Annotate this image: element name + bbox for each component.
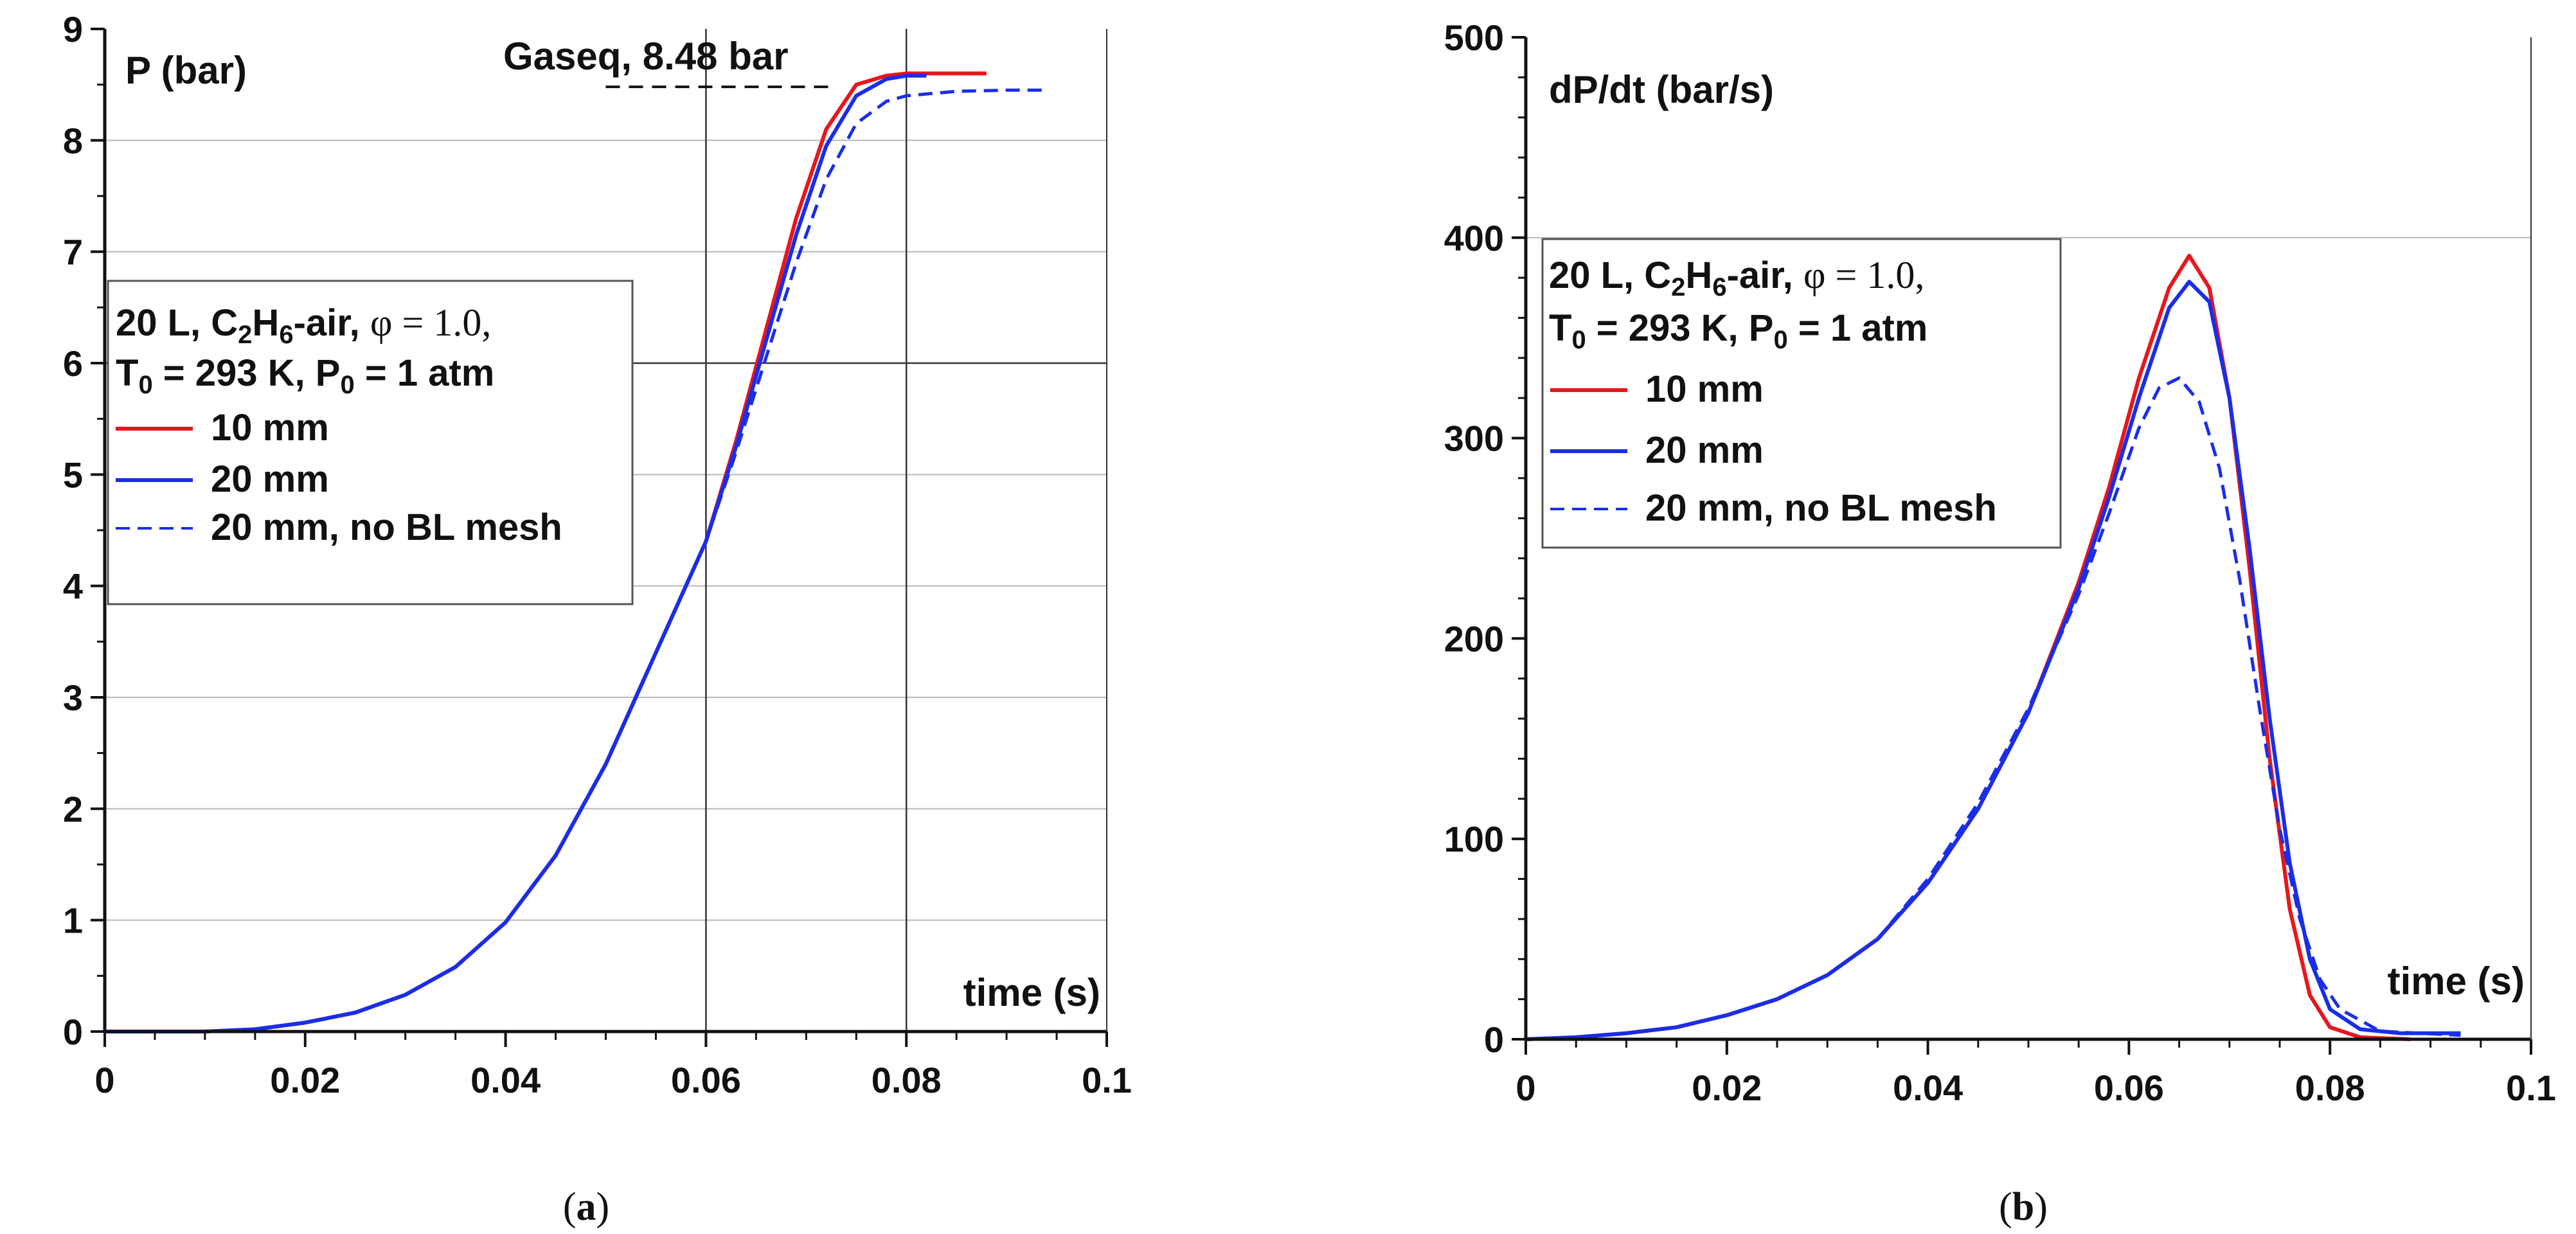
y-tick-label: 1 xyxy=(63,900,83,941)
y-tick-label: 8 xyxy=(63,120,83,161)
panel-a: 0 1 2 3 4 5 6 7 8 9 0 0.02 0.04 0.06 0.08 0.1 Gaseq, 8.… xyxy=(63,9,1132,1229)
y-tick-label: 500 xyxy=(1444,17,1504,58)
panel-b-legend-conditions: T0 = 293 K, P0 = 1 atm xyxy=(1549,307,1928,354)
x-tick-label: 0.1 xyxy=(1082,1060,1132,1100)
legend-mixture-sub1: 2 xyxy=(1671,273,1685,301)
panel-a-caption-letter: a xyxy=(577,1185,596,1229)
legend-cond-s1: 0 xyxy=(1571,326,1586,354)
panel-a-legend-conditions: T0 = 293 K, P0 = 1 atm xyxy=(116,352,494,399)
legend-cond-p2: = 293 K, P xyxy=(153,352,341,394)
panel-a-legend-box xyxy=(107,280,634,605)
legend-cond-s2: 0 xyxy=(1773,326,1787,354)
panel-a-frame xyxy=(91,28,1108,1047)
panel-a-legend-mixture: 20 L, C2H6-air, φ = 1.0, xyxy=(116,301,491,349)
legend-label-2: 20 mm xyxy=(1645,429,1764,471)
legend-label-3: 20 mm, no BL mesh xyxy=(1645,487,1997,529)
legend-cond-s2: 0 xyxy=(340,371,354,399)
panel-a-series xyxy=(105,71,1047,1033)
y-tick-label: 0 xyxy=(1484,1019,1504,1060)
x-tick-label: 0.1 xyxy=(2506,1068,2556,1108)
legend-cond-p2: = 293 K, P xyxy=(1586,307,1774,349)
legend-mixture-suffix: -air, xyxy=(294,302,370,344)
panel-b-ylabel: dP/dt (bar/s) xyxy=(1549,68,1774,111)
legend-cond-p1: T xyxy=(116,352,138,394)
panel-b-legend-entries: 10 mm 20 mm 20 mm, no BL mesh xyxy=(1550,368,1997,529)
y-tick-label: 6 xyxy=(63,343,83,384)
legend-mixture-mid: H xyxy=(1685,255,1712,296)
legend-mixture-phi: φ = 1.0, xyxy=(370,301,491,344)
legend-cond-p3: = 1 atm xyxy=(1788,307,1928,349)
x-tick-label: 0.04 xyxy=(470,1060,541,1100)
legend-cond-p1: T xyxy=(1549,307,1571,349)
panel-a-legend-entries: 10 mm 20 mm 20 mm, no BL mesh xyxy=(116,407,562,548)
panel-a-legend: 20 L, C2H6-air, φ = 1.0, T0 = 293 K, P0 … xyxy=(107,280,634,605)
panel-a-ylabel: P (bar) xyxy=(125,49,247,92)
x-tick-label: 0 xyxy=(1516,1068,1535,1108)
series-line-3 xyxy=(105,88,1047,1033)
panel-b-frame xyxy=(1512,36,2532,1055)
legend-mixture-phi: φ = 1.0, xyxy=(1803,254,1924,296)
panel-b-legend: 20 L, C2H6-air, φ = 1.0, T0 = 293 K, P0 … xyxy=(1541,238,2062,549)
y-tick-label: 9 xyxy=(63,9,83,49)
legend-cond-p3: = 1 atm xyxy=(355,352,495,394)
y-tick-label: 400 xyxy=(1444,218,1504,258)
panel-b-legend-box xyxy=(1541,238,2062,549)
y-tick-label: 2 xyxy=(63,789,83,829)
legend-mixture-prefix: 20 L, C xyxy=(1549,255,1671,296)
x-tick-label: 0.04 xyxy=(1893,1068,1963,1108)
x-tick-label: 0.06 xyxy=(2094,1068,2164,1108)
y-tick-label: 100 xyxy=(1444,819,1504,859)
x-tick-label: 0.08 xyxy=(2295,1068,2365,1108)
panel-a-caption: (a) xyxy=(563,1185,609,1229)
y-tick-label: 0 xyxy=(63,1012,83,1052)
legend-label-1: 10 mm xyxy=(1645,368,1764,410)
x-tick-label: 0.02 xyxy=(1692,1068,1762,1108)
x-tick-label: 0.02 xyxy=(270,1060,340,1100)
series-line-3 xyxy=(1525,376,2461,1041)
panel-b-caption: (b) xyxy=(1999,1185,2048,1229)
legend-mixture-sub1: 2 xyxy=(238,321,252,349)
legend-mixture-suffix: -air, xyxy=(1727,255,1803,296)
panel-a-tick-labels: 0 1 2 3 4 5 6 7 8 9 0 0.02 0.04 0.06 0.08 0.1 xyxy=(63,9,1132,1100)
legend-label-1: 10 mm xyxy=(211,407,329,449)
panel-b-xlabel: time (s) xyxy=(2388,960,2525,1003)
y-tick-label: 300 xyxy=(1444,418,1504,459)
legend-label-2: 20 mm xyxy=(211,458,329,500)
legend-cond-s1: 0 xyxy=(138,371,152,399)
y-tick-label: 7 xyxy=(63,232,83,273)
y-tick-label: 3 xyxy=(63,677,83,718)
x-tick-label: 0 xyxy=(94,1060,114,1100)
panel-b-legend-mixture: 20 L, C2H6-air, φ = 1.0, xyxy=(1549,254,1924,301)
legend-mixture-mid: H xyxy=(252,302,279,344)
legend-mixture-sub2: 6 xyxy=(1712,273,1726,301)
panel-a-gaseq-annotation: Gaseq, 8.48 bar xyxy=(503,35,789,78)
panel-b-series xyxy=(1525,253,2461,1041)
panel-a-xlabel: time (s) xyxy=(963,971,1100,1014)
y-tick-label: 5 xyxy=(63,454,83,495)
legend-mixture-prefix: 20 L, C xyxy=(116,302,238,344)
y-tick-label: 4 xyxy=(63,566,83,607)
panel-b-caption-letter: b xyxy=(2012,1185,2034,1229)
y-tick-label: 200 xyxy=(1444,618,1504,659)
legend-mixture-sub2: 6 xyxy=(279,321,293,349)
x-tick-label: 0.08 xyxy=(872,1060,942,1100)
legend-label-3: 20 mm, no BL mesh xyxy=(211,506,562,548)
x-tick-label: 0.06 xyxy=(671,1060,741,1100)
